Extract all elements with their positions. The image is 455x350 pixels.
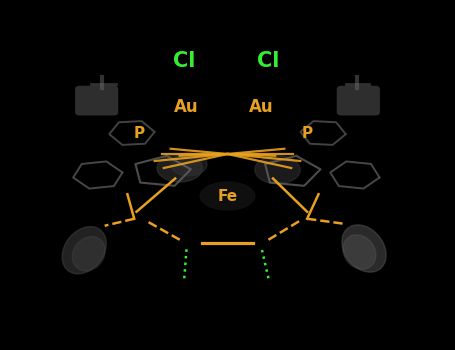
Ellipse shape bbox=[200, 182, 255, 210]
Ellipse shape bbox=[343, 235, 376, 269]
Ellipse shape bbox=[157, 154, 202, 182]
Text: P: P bbox=[133, 126, 144, 140]
Ellipse shape bbox=[255, 156, 300, 184]
Ellipse shape bbox=[171, 153, 207, 176]
Text: Au: Au bbox=[174, 98, 199, 116]
Text: Cl: Cl bbox=[257, 51, 280, 71]
FancyBboxPatch shape bbox=[75, 86, 118, 116]
Ellipse shape bbox=[342, 225, 386, 272]
Text: Cl: Cl bbox=[173, 51, 196, 71]
Text: Au: Au bbox=[249, 98, 274, 116]
Text: P: P bbox=[302, 126, 313, 140]
Ellipse shape bbox=[62, 226, 106, 274]
FancyBboxPatch shape bbox=[337, 86, 380, 116]
Ellipse shape bbox=[72, 237, 105, 271]
Text: Fe: Fe bbox=[217, 189, 238, 203]
